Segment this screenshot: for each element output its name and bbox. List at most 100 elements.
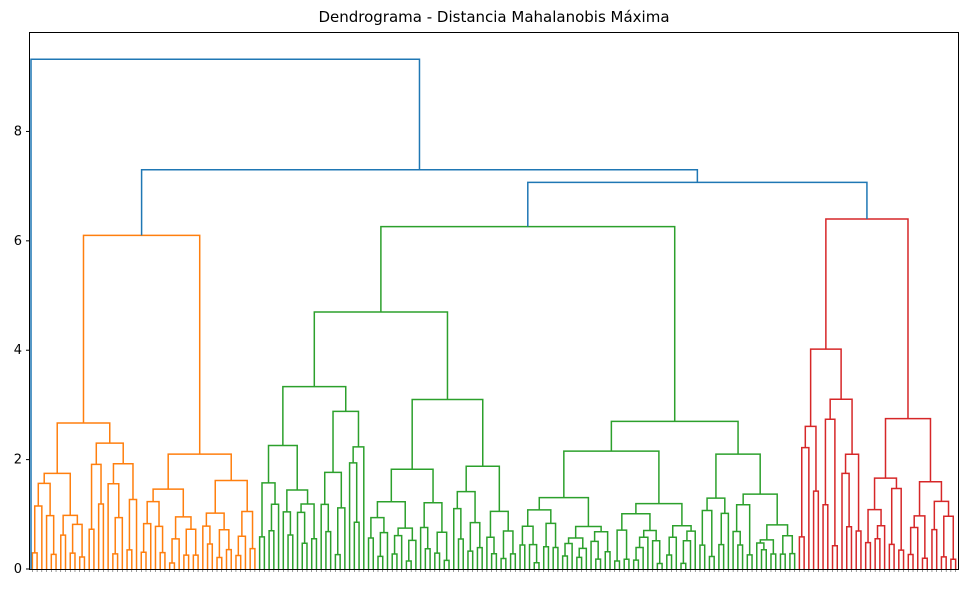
cluster-link	[434, 552, 441, 569]
cluster-link	[682, 540, 692, 569]
cluster-link	[287, 534, 294, 569]
cluster-link	[301, 542, 308, 569]
cluster-link	[545, 522, 557, 548]
cluster-link	[69, 552, 76, 569]
cluster-link	[457, 538, 464, 569]
cluster-link	[909, 526, 919, 569]
cluster-link	[171, 538, 180, 569]
cluster-link	[476, 546, 483, 569]
cluster-link	[590, 540, 599, 569]
cluster-link	[610, 420, 739, 455]
cluster-link	[237, 535, 247, 569]
cluster-link	[759, 539, 775, 555]
cluster-link	[732, 530, 741, 569]
cluster-link	[31, 552, 38, 569]
cluster-link	[334, 553, 341, 569]
cluster-link	[310, 537, 318, 569]
cluster-link	[154, 525, 164, 569]
root-link	[140, 168, 699, 236]
y-tick-label: 0	[14, 562, 22, 577]
cluster-link	[528, 543, 538, 569]
cluster-link	[174, 516, 192, 539]
cluster-link	[538, 496, 590, 527]
cluster-link	[270, 503, 280, 569]
root-link	[527, 181, 868, 227]
cluster-link	[380, 225, 676, 422]
cluster-link	[789, 552, 796, 569]
cluster-link	[940, 556, 947, 569]
cluster-link	[890, 487, 902, 551]
cluster-link	[50, 553, 57, 569]
cluster-link	[325, 530, 332, 569]
cluster-link	[500, 557, 507, 569]
cluster-link	[286, 489, 309, 512]
cluster-link	[950, 558, 957, 569]
cluster-link	[97, 503, 105, 569]
cluster-link	[408, 539, 417, 569]
cluster-link	[249, 547, 256, 569]
y-axis: 0 2 4 6 8	[14, 124, 30, 577]
cluster-link	[766, 524, 789, 540]
cluster-link	[225, 548, 232, 569]
cluster-link	[370, 516, 385, 539]
cluster-link	[300, 503, 315, 539]
cluster-link	[519, 544, 526, 569]
y-tick-label: 6	[14, 234, 22, 249]
cluster-link	[686, 530, 696, 569]
cluster-link	[782, 535, 794, 555]
cluster-link	[88, 528, 95, 569]
cluster-link	[393, 534, 403, 569]
cluster-link	[809, 348, 842, 427]
cluster-link	[205, 512, 225, 530]
cluster-link	[56, 422, 111, 474]
cluster-link	[907, 553, 914, 569]
cluster-link	[71, 523, 83, 557]
cluster-link	[405, 560, 412, 569]
cluster-link	[313, 311, 449, 400]
cluster-link	[353, 521, 360, 569]
cluster-link	[489, 510, 509, 538]
cluster-link	[390, 468, 434, 503]
cluster-link	[824, 418, 836, 546]
cluster-link	[142, 522, 152, 569]
cluster-link	[216, 556, 223, 569]
cluster-link	[632, 559, 640, 569]
cluster-link	[563, 450, 660, 504]
cluster-link	[708, 555, 715, 569]
chart-title: Dendrograma - Distancia Mahalanobis Máxi…	[318, 8, 669, 26]
plot-frame	[29, 32, 959, 570]
cluster-link	[337, 507, 346, 569]
cluster-link	[542, 545, 550, 569]
cluster-link	[114, 516, 124, 569]
cluster-link	[268, 530, 275, 569]
cluster-link	[844, 453, 860, 532]
cluster-link	[798, 536, 805, 569]
cluster-link	[595, 558, 602, 569]
cluster-link	[884, 417, 932, 482]
cluster-link	[604, 550, 611, 569]
cluster-link	[770, 553, 777, 569]
cluster-link	[855, 530, 862, 569]
cluster-link	[561, 555, 569, 569]
cluster-link	[168, 562, 176, 569]
cluster-link	[456, 490, 476, 523]
cluster-link	[623, 558, 630, 569]
cluster-link	[526, 509, 552, 527]
cluster-link	[95, 442, 124, 465]
cluster-link	[737, 544, 744, 569]
cluster-link	[876, 524, 886, 569]
cluster-link	[841, 472, 850, 569]
cluster-link	[779, 553, 786, 569]
cluster-link	[760, 548, 767, 569]
dendrogram-links	[30, 58, 957, 569]
cluster-link	[391, 553, 398, 569]
cluster-link	[668, 536, 678, 569]
cluster-link	[152, 488, 185, 517]
cluster-link	[159, 551, 166, 569]
cluster-link	[746, 554, 753, 569]
cluster-link	[453, 507, 462, 569]
cluster-link	[214, 479, 248, 514]
cluster-link	[552, 546, 559, 569]
cluster-link	[576, 556, 583, 569]
cluster-link	[635, 546, 644, 569]
